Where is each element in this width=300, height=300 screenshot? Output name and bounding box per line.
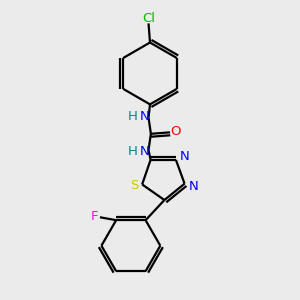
Text: N: N	[140, 145, 150, 158]
Text: H: H	[128, 110, 137, 123]
Text: F: F	[90, 210, 98, 223]
Text: S: S	[130, 179, 138, 192]
Text: Cl: Cl	[142, 12, 155, 25]
Text: N: N	[140, 110, 150, 123]
Text: H: H	[128, 145, 137, 158]
Text: O: O	[171, 125, 181, 138]
Text: N: N	[180, 150, 190, 163]
Text: N: N	[188, 180, 198, 193]
